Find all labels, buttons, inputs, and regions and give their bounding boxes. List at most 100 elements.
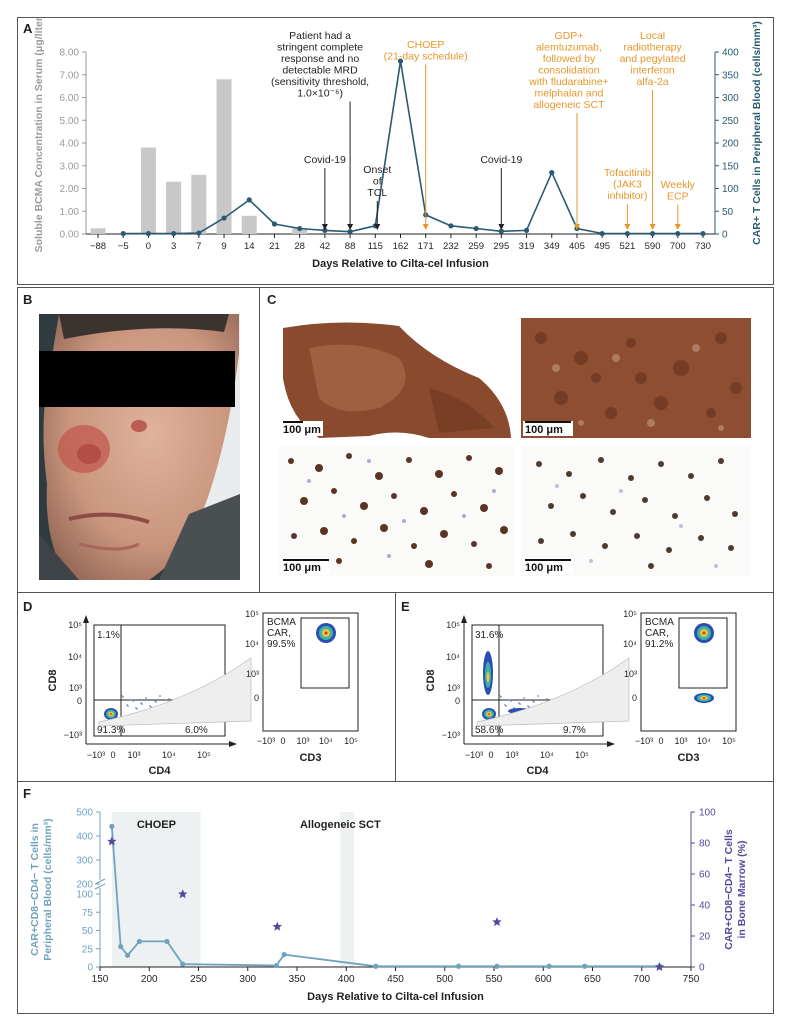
scatter-dot	[510, 700, 512, 702]
right-tick-label: 40	[699, 901, 711, 912]
car-t-point	[171, 230, 177, 237]
x-tick-label: 450	[387, 974, 404, 985]
gate-label: BCMA	[267, 617, 296, 628]
pb-point	[136, 938, 142, 945]
y-tick-label: 0	[455, 696, 460, 706]
x-tick-label: 350	[289, 974, 306, 985]
annotation-text: alemtuzumab,	[536, 42, 602, 54]
car-t-point	[498, 228, 504, 234]
annotation-arrow-head	[674, 224, 681, 230]
gate-label: 99.5%	[267, 639, 295, 650]
pb-point	[281, 951, 287, 958]
x-tick-label: 10³	[127, 750, 140, 760]
x-tick-label: 7	[196, 241, 201, 252]
annotation-text: Covid-19	[304, 154, 346, 166]
annotation-text: detectable MRD	[282, 65, 358, 77]
x-tick-label: 495	[594, 241, 610, 252]
x-tick-label: 10⁵	[197, 750, 211, 760]
x-tick-label: 750	[683, 974, 700, 985]
car-density	[702, 697, 706, 699]
x-axis-title: Days Relative to Cilta-cel Infusion	[312, 258, 489, 270]
x-tick-label: 115	[368, 241, 383, 252]
y-tick-label: 10³	[624, 669, 637, 679]
y-arrow	[83, 615, 89, 623]
scatter-dot	[500, 696, 502, 698]
annotation-text: (sensitivity threshold,	[271, 76, 369, 88]
left-tick-label: 5.00	[60, 116, 80, 127]
right-tick-label: 200	[722, 139, 739, 150]
x-tick-label: 3	[171, 241, 176, 252]
x-arrow	[229, 741, 237, 747]
quadrant-br-value: 9.7%	[563, 725, 586, 736]
scatter-dot	[537, 695, 539, 697]
left-tick-label: 300	[76, 856, 93, 867]
x-tick-label: 150	[92, 974, 109, 985]
annotation-text: radiotherapy	[623, 42, 682, 54]
annotation-text: of	[373, 176, 382, 188]
annotation-text: Tofacitinib	[604, 167, 651, 179]
x-tick-label: 250	[190, 974, 207, 985]
car-t-point	[271, 221, 278, 227]
x-tick-label: 590	[645, 241, 661, 252]
pb-point	[494, 963, 500, 969]
x-tick-label: 10⁵	[722, 736, 736, 746]
cd3-box	[262, 612, 359, 732]
bcma-bar	[166, 181, 182, 234]
annotation-text: interferon	[630, 65, 675, 77]
chart-a: 0.00 1.00 2.00 3.00 4.00 5.00 6.00 7.00 8.00 0 50 1…	[33, 18, 763, 270]
annotation-arrow-head	[624, 224, 631, 230]
left-axis-title: CAR+CD8−CD4− T Cells in	[29, 823, 41, 956]
left-tick-label: 2.00	[60, 184, 80, 195]
annotation-arrow-head	[498, 224, 505, 230]
axis-break	[94, 878, 106, 890]
scale-bar-1: 100 μm	[281, 421, 323, 436]
annotation-arrow-head	[573, 224, 580, 230]
scatter-dot	[505, 705, 507, 707]
y-tick-label: 10⁴	[68, 652, 82, 662]
x-tick-label: 10⁵	[344, 736, 358, 746]
scale-label-2: 100 μm	[525, 424, 563, 436]
annotation-text: Onset	[363, 164, 391, 176]
car-t-point	[473, 225, 479, 232]
scale-line-2	[525, 421, 571, 423]
annotation-text: consolidation	[538, 65, 599, 77]
right-tick-label: 0	[699, 963, 705, 974]
scatter-dot	[546, 698, 548, 700]
scatter-dot	[159, 695, 161, 697]
annotation-text: Covid-19	[480, 154, 522, 166]
shaded-region	[340, 812, 355, 967]
x-tick-label: 0	[110, 750, 115, 760]
car-t-point	[649, 230, 656, 237]
scatter-dot	[127, 705, 129, 707]
annotation-arrow-head	[321, 224, 328, 230]
shaded-label: CHOEP	[137, 819, 176, 831]
x-tick-label: 295	[493, 241, 509, 252]
car-t-line	[123, 60, 703, 235]
pb-point	[124, 952, 131, 958]
right-tick-label: 100	[722, 184, 739, 195]
y-tick-label: 0	[632, 693, 637, 703]
x-tick-label: 10⁴	[540, 750, 554, 760]
patient-photo	[39, 314, 240, 580]
flow-e: 10⁵ 10⁴ 10³ 0 −10³ −10³ 0 10³ 10⁴ 10⁵ CD8 CD4 31.6% 5…	[425, 609, 737, 777]
car-density	[324, 631, 328, 635]
x-tick-label: −10³	[465, 750, 483, 760]
x-tick-label: 700	[670, 241, 686, 252]
car-t-point	[196, 230, 202, 236]
car-t-point	[145, 230, 152, 237]
annotation-text: CHOEP	[407, 39, 444, 51]
gate-connector	[98, 657, 252, 727]
left-tick-label: 6.00	[60, 93, 80, 104]
annotation-text: and pegylated	[620, 53, 686, 65]
car-t-point	[297, 225, 303, 232]
micrograph-low-power: 100 μm	[279, 318, 515, 438]
car-t-point	[246, 197, 252, 203]
right-tick-label: 150	[722, 161, 739, 172]
y-tick-label: 10⁵	[446, 620, 460, 630]
x-tick-label: 10⁴	[162, 750, 176, 760]
y-tick-label: −10³	[64, 730, 82, 740]
panel-f: F CHOEP Allogeneic SCT 0 25 50 75 100 200 300 400…	[17, 781, 774, 1014]
scatter-dot	[132, 700, 134, 702]
x-tick-label: 9	[221, 241, 226, 252]
scale-label-4: 100 μm	[525, 562, 563, 574]
